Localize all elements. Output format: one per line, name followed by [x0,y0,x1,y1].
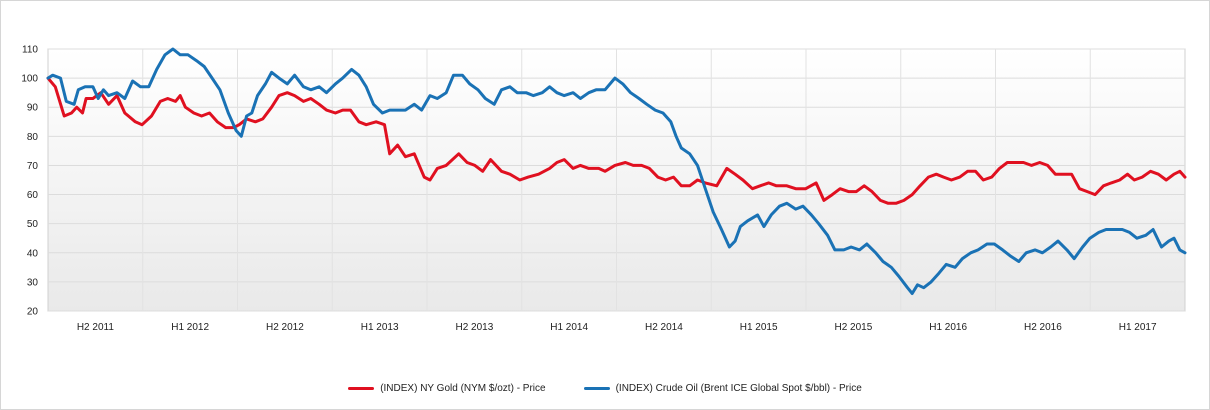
y-tick-label: 30 [27,277,39,288]
x-tick-label: H1 2016 [929,322,967,333]
x-tick-label: H1 2014 [550,322,588,333]
x-tick-label: H2 2013 [455,322,493,333]
legend-label-crude-oil: (INDEX) Crude Oil (Brent ICE Global Spot… [615,383,862,394]
y-tick-label: 70 [27,161,39,172]
y-tick-label: 60 [27,190,39,201]
y-tick-label: 110 [22,45,38,56]
crude-oil-price-line [46,47,1187,295]
x-tick-label: H2 2015 [834,322,872,333]
x-tick-label: H2 2011 [77,322,115,333]
x-tick-label: H2 2016 [1024,322,1062,333]
gold-price-line [46,76,1187,205]
legend-label-gold: (INDEX) NY Gold (NYM $/ozt) - Price [380,383,546,394]
legend-swatch-crude-oil [583,387,610,390]
y-tick-label: 40 [27,248,39,259]
series-lines [46,47,1187,295]
x-tick-label: H1 2013 [361,322,399,333]
y-tick-label: 80 [27,132,39,143]
x-tick-label: H2 2012 [266,322,304,333]
y-tick-label: 20 [27,307,39,318]
legend-item-crude-oil[interactable]: (INDEX) Crude Oil (Brent ICE Global Spot… [583,383,862,394]
legend: (INDEX) NY Gold (NYM $/ozt) - Price (IND… [0,383,1210,394]
x-tick-label: H2 2014 [645,322,683,333]
y-tick-label: 100 [21,74,38,85]
y-tick-label: 90 [27,103,39,114]
legend-item-gold[interactable]: (INDEX) NY Gold (NYM $/ozt) - Price [348,383,546,394]
y-tick-label: 50 [27,219,39,230]
x-axis: H2 2011 H1 2012 H2 2012 H1 2013 H2 2013 H1 20… [77,322,1157,333]
x-tick-label: H1 2015 [740,322,778,333]
legend-swatch-gold [348,387,375,390]
y-axis: 20 30 40 50 60 70 80 90 100 110 [21,45,38,318]
x-tick-label: H1 2012 [171,322,209,333]
x-tick-label: H1 2017 [1119,322,1157,333]
